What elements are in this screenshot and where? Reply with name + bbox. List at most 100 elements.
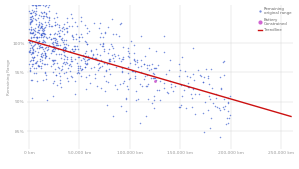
Remaining
original range	[38, 66, 43, 69]
Remaining
original range	[36, 42, 40, 45]
Remaining
original range	[37, 47, 42, 50]
Remaining
original range	[34, 40, 39, 43]
Remaining
original range	[30, 49, 35, 52]
Remaining
original range	[28, 58, 33, 61]
Remaining
original range	[29, 31, 34, 34]
Remaining
original range	[37, 27, 42, 30]
Point	[40, 27, 45, 29]
Remaining
original range	[79, 32, 83, 35]
Remaining
original range	[225, 116, 229, 119]
Remaining
original range	[100, 42, 105, 45]
Remaining
original range	[42, 56, 47, 58]
Remaining
original range	[30, 51, 34, 53]
Remaining
original range	[79, 36, 84, 39]
Remaining
original range	[48, 37, 53, 40]
Remaining
original range	[106, 47, 111, 50]
Remaining
original range	[167, 69, 172, 72]
Remaining
original range	[40, 17, 45, 19]
Remaining
original range	[152, 67, 157, 70]
Remaining
original range	[70, 17, 75, 19]
Remaining
original range	[65, 27, 69, 29]
Remaining
original range	[93, 47, 98, 50]
Remaining
original range	[47, 23, 51, 25]
Remaining
original range	[106, 60, 111, 62]
Remaining
original range	[209, 116, 213, 119]
Remaining
original range	[223, 105, 228, 107]
Remaining
original range	[196, 68, 200, 71]
Remaining
original range	[41, 47, 46, 50]
Remaining
original range	[59, 38, 64, 41]
Remaining
original range	[201, 80, 206, 83]
Remaining
original range	[51, 58, 55, 61]
Remaining
original range	[109, 17, 114, 20]
Remaining
original range	[77, 66, 82, 69]
Remaining
original range	[31, 58, 36, 61]
Remaining
original range	[161, 87, 166, 89]
Remaining
original range	[189, 92, 194, 95]
Remaining
original range	[108, 73, 113, 76]
Remaining
original range	[108, 60, 113, 63]
Remaining
original range	[215, 105, 219, 108]
Remaining
original range	[164, 73, 168, 76]
Remaining
original range	[51, 59, 56, 62]
Remaining
original range	[53, 20, 57, 23]
Remaining
original range	[40, 54, 45, 56]
Remaining
original range	[142, 77, 147, 80]
Remaining
original range	[42, 40, 47, 42]
Remaining
original range	[28, 50, 33, 53]
Remaining
original range	[28, 49, 33, 51]
Remaining
original range	[161, 81, 166, 84]
Remaining
original range	[40, 59, 45, 62]
Point	[29, 26, 34, 28]
Remaining
original range	[96, 63, 101, 66]
Y-axis label: Remaining Range: Remaining Range	[7, 59, 11, 95]
Remaining
original range	[94, 53, 99, 55]
Remaining
original range	[36, 51, 40, 53]
Remaining
original range	[36, 65, 40, 68]
Remaining
original range	[225, 101, 230, 104]
Remaining
original range	[84, 62, 89, 65]
Remaining
original range	[30, 4, 35, 6]
Remaining
original range	[39, 10, 43, 13]
Remaining
original range	[118, 83, 123, 86]
Point	[33, 12, 38, 15]
Remaining
original range	[88, 50, 93, 52]
Remaining
original range	[67, 50, 72, 52]
Remaining
original range	[29, 4, 34, 6]
Remaining
original range	[56, 23, 61, 26]
Remaining
original range	[62, 46, 67, 48]
Remaining
original range	[60, 61, 65, 64]
Remaining
original range	[36, 42, 41, 45]
Remaining
original range	[33, 49, 37, 52]
Remaining
original range	[34, 35, 39, 38]
Remaining
original range	[222, 74, 227, 77]
Remaining
original range	[53, 46, 57, 49]
Remaining
original range	[128, 61, 132, 64]
Remaining
original range	[31, 17, 36, 20]
Remaining
original range	[75, 56, 80, 58]
Remaining
original range	[202, 76, 206, 78]
Remaining
original range	[69, 58, 74, 61]
Remaining
original range	[34, 36, 39, 39]
Remaining
original range	[79, 16, 83, 18]
Remaining
original range	[34, 7, 39, 10]
Remaining
original range	[126, 72, 131, 75]
Point	[37, 20, 42, 23]
Remaining
original range	[37, 4, 42, 6]
Remaining
original range	[28, 39, 33, 42]
Remaining
original range	[119, 60, 124, 63]
Remaining
original range	[120, 57, 125, 60]
Remaining
original range	[35, 36, 39, 39]
Point	[39, 34, 44, 36]
Remaining
original range	[154, 89, 159, 92]
Remaining
original range	[29, 28, 33, 31]
Remaining
original range	[106, 81, 111, 83]
Remaining
original range	[84, 54, 89, 57]
Remaining
original range	[97, 66, 101, 69]
Remaining
original range	[95, 85, 100, 88]
Remaining
original range	[36, 23, 41, 26]
Remaining
original range	[115, 53, 120, 56]
Remaining
original range	[115, 88, 120, 90]
Remaining
original range	[191, 78, 196, 81]
Remaining
original range	[42, 10, 47, 13]
